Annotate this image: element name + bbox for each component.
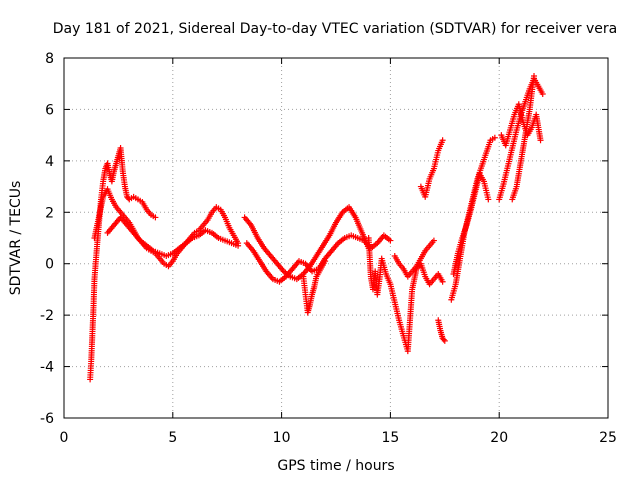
y-tick-label: -4 xyxy=(40,360,54,376)
data-point xyxy=(491,134,498,141)
data-point xyxy=(485,196,492,203)
y-tick-label: 6 xyxy=(45,102,54,118)
data-points xyxy=(87,73,546,383)
data-point xyxy=(439,278,446,285)
y-tick-label: 0 xyxy=(45,257,54,273)
data-point xyxy=(537,137,544,144)
y-tick-label: 2 xyxy=(45,205,54,221)
axis-ticks: 0 5 10 15 20 25 -6 -4 -2 0 2 4 6 8 xyxy=(40,51,617,446)
data-point xyxy=(387,237,394,244)
data-point xyxy=(539,91,546,97)
y-tick-label: -2 xyxy=(40,308,54,324)
data-point xyxy=(430,237,437,244)
y-tick-label: 4 xyxy=(45,154,54,170)
x-axis-label: GPS time / hours xyxy=(277,458,394,474)
data-point xyxy=(322,258,329,265)
x-tick-label: 10 xyxy=(273,430,291,446)
data-point xyxy=(440,336,447,343)
data-point xyxy=(439,137,446,144)
grid-lines xyxy=(64,58,608,418)
x-tick-label: 25 xyxy=(599,430,617,446)
x-tick-label: 15 xyxy=(381,430,399,446)
plot-frame xyxy=(63,57,609,419)
y-axis-label: SDTVAR / TECUs xyxy=(8,181,24,296)
x-tick-label: 5 xyxy=(168,430,177,446)
data-point xyxy=(441,337,448,344)
x-tick-label: 20 xyxy=(490,430,508,446)
x-tick-label: 0 xyxy=(60,430,69,446)
data-point xyxy=(152,214,159,221)
y-tick-label: 8 xyxy=(45,51,54,67)
chart-title: Day 181 of 2021, Sidereal Day-to-day VTE… xyxy=(53,21,617,37)
data-point xyxy=(235,242,242,249)
y-tick-label: -6 xyxy=(40,411,54,427)
data-point xyxy=(531,73,538,79)
